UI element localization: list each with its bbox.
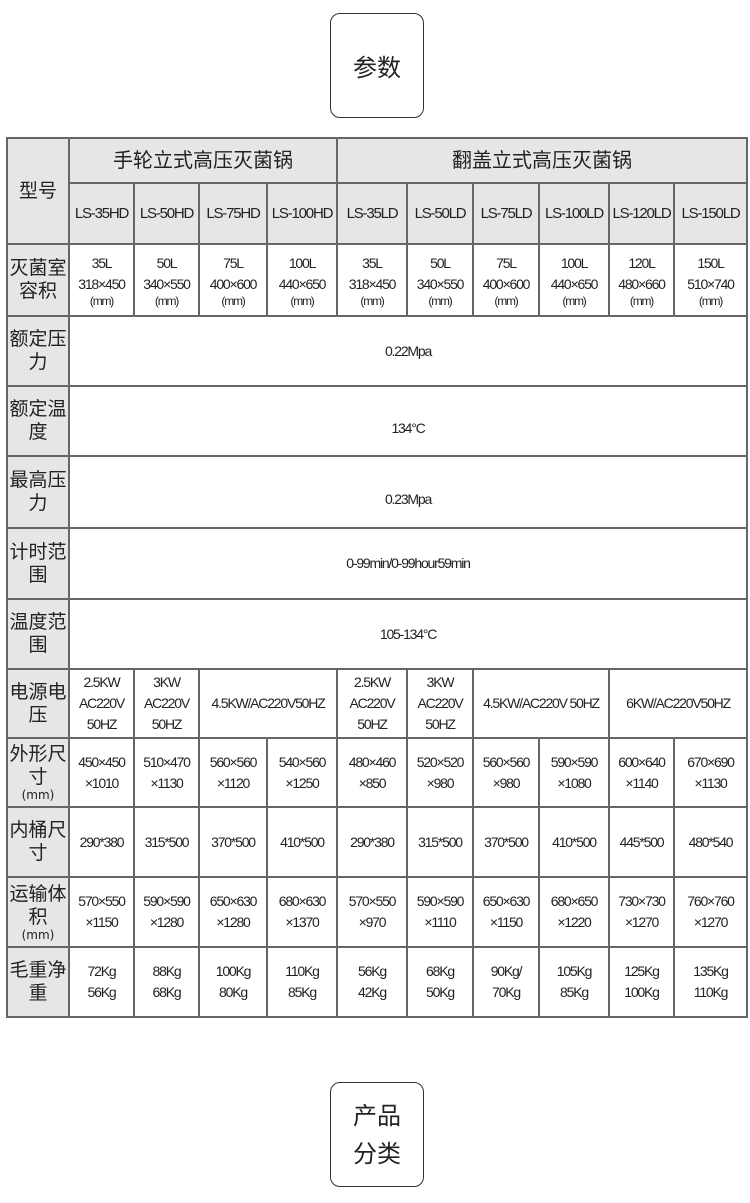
chamber-cell: 75L 400×600 (mm) — [472, 243, 540, 317]
power-cell: 4.5KW/AC220V 50HZ — [472, 668, 610, 739]
model-header: LS-75LD — [472, 182, 540, 245]
power-cell: 2.5KW AC220V 50HZ — [68, 668, 135, 739]
max-pressure-value: 0.23Mpa — [67, 455, 749, 529]
product-category-badge[interactable]: 产品 分类 — [330, 1082, 424, 1187]
inner-size-cell: 480*540 — [672, 806, 749, 878]
weight-cell: 72Kg 56Kg — [68, 946, 135, 1018]
inner-size-cell: 410*500 — [538, 806, 610, 878]
timer-label: 计时范围 — [6, 527, 70, 600]
inner-label: 内桶尺寸 — [6, 806, 70, 878]
model-header: LS-50LD — [406, 182, 474, 245]
weight-cell: 90Kg/70Kg — [472, 946, 540, 1018]
power-cell: 6KW/AC220V50HZ — [607, 668, 749, 739]
chamber-cell: 35L 318×450 (mm) — [68, 243, 135, 317]
inner-size-cell: 445*500 — [608, 806, 675, 878]
weight-cell: 100Kg 80Kg — [198, 946, 268, 1018]
rated-temp-label: 额定温度 — [6, 385, 70, 457]
shipping-size-cell: 730×730 ×1270 — [608, 876, 675, 948]
inner-size-cell: 290*380 — [336, 806, 408, 878]
outer-size-cell: 590×590 ×1080 — [538, 737, 610, 808]
weight-label: 毛重净重 — [6, 946, 70, 1018]
chamber-cell: 100L 440×650 (mm) — [538, 243, 610, 317]
chamber-cell: 120L 480×660 (mm) — [608, 243, 675, 317]
outer-size-cell: 560×560 ×980 — [472, 737, 540, 808]
model-header: LS-35LD — [336, 182, 408, 245]
rated-pressure-value: 0.22Mpa — [67, 315, 749, 387]
outer-size-cell: 670×690 ×1130 — [672, 737, 749, 808]
weight-cell: 105Kg 85Kg — [538, 946, 610, 1018]
rated-pressure-label: 额定压力 — [6, 315, 70, 387]
timer-value: 0-99min/0-99hour59min — [67, 527, 749, 600]
shipping-size-cell: 650×630 ×1150 — [472, 876, 540, 948]
power-cell: 3KW AC220V 50HZ — [133, 668, 200, 739]
shipping-size-cell: 590×590 ×1280 — [133, 876, 200, 948]
group-fliptop: 翻盖立式高压灭菌锅 — [335, 137, 749, 184]
power-cell: 2.5KW AC220V 50HZ — [336, 668, 408, 739]
max-pressure-label: 最高压力 — [6, 455, 70, 529]
inner-size-cell: 315*500 — [406, 806, 474, 878]
chamber-label: 灭菌室容积 — [6, 243, 70, 317]
power-cell: 3KW AC220V 50HZ — [406, 668, 474, 739]
spec-table: 型号 手轮立式高压灭菌锅 翻盖立式高压灭菌锅 LS-35HD LS-50HD LS-… — [6, 137, 749, 1018]
params-title: 参数 — [353, 54, 401, 82]
model-header: LS-35HD — [68, 182, 135, 245]
inner-size-cell: 315*500 — [133, 806, 200, 878]
chamber-cell: 150L 510×740 (mm) — [672, 243, 749, 317]
group-handwheel: 手轮立式高压灭菌锅 — [68, 137, 338, 184]
shipping-size-cell: 570×550 ×970 — [336, 876, 408, 948]
inner-size-cell: 410*500 — [266, 806, 338, 878]
shipping-size-cell: 760×760 ×1270 — [672, 876, 749, 948]
outer-size-cell: 600×640 ×1140 — [608, 737, 675, 808]
chamber-cell: 100L 440×650 (mm) — [266, 243, 338, 317]
weight-cell: 135Kg 110Kg — [672, 946, 749, 1018]
power-label: 电源电压 — [6, 668, 70, 739]
shipping-size-cell: 680×650 ×1220 — [538, 876, 610, 948]
shipping-size-cell: 650×630 ×1280 — [198, 876, 268, 948]
model-header: LS-100HD — [266, 182, 338, 245]
category-title-2: 分类 — [353, 1139, 401, 1168]
model-header: LS-50HD — [133, 182, 200, 245]
shipping-size-cell: 570×550 ×1150 — [68, 876, 135, 948]
model-header: LS-150LD — [672, 182, 749, 245]
outer-size-cell: 450×450 ×1010 — [68, 737, 135, 808]
chamber-cell: 35L 318×450 (mm) — [336, 243, 408, 317]
outer-size-cell: 480×460 ×850 — [336, 737, 408, 808]
weight-cell: 125Kg 100Kg — [608, 946, 675, 1018]
model-header: LS-120LD — [608, 182, 675, 245]
chamber-cell: 50L 340×550 (mm) — [406, 243, 474, 317]
outer-size-cell: 540×560 ×1250 — [266, 737, 338, 808]
outer-label: 外形尺寸 (mm) — [6, 737, 70, 808]
category-title-1: 产品 — [353, 1101, 401, 1130]
shipping-size-cell: 680×630 ×1370 — [266, 876, 338, 948]
rated-temp-value: 134°C — [67, 385, 749, 457]
shipping-size-cell: 590×590 ×1110 — [406, 876, 474, 948]
inner-size-cell: 370*500 — [198, 806, 268, 878]
inner-size-cell: 290*380 — [68, 806, 135, 878]
temp-range-value: 105-134°C — [67, 598, 749, 670]
temp-range-label: 温度范围 — [6, 598, 70, 670]
model-label: 型号 — [6, 137, 70, 245]
power-cell: 4.5KW/AC220V50HZ — [198, 668, 338, 739]
outer-size-cell: 560×560 ×1120 — [198, 737, 268, 808]
weight-cell: 110Kg 85Kg — [266, 946, 338, 1018]
weight-cell: 88Kg 68Kg — [133, 946, 200, 1018]
weight-cell: 56Kg 42Kg — [336, 946, 408, 1018]
model-header: LS-75HD — [198, 182, 268, 245]
inner-size-cell: 370*500 — [472, 806, 540, 878]
outer-size-cell: 520×520 ×980 — [406, 737, 474, 808]
params-badge: 参数 — [330, 13, 424, 118]
outer-size-cell: 510×470 ×1130 — [133, 737, 200, 808]
chamber-cell: 50L 340×550 (mm) — [133, 243, 200, 317]
chamber-cell: 75L 400×600 (mm) — [198, 243, 268, 317]
model-header: LS-100LD — [538, 182, 610, 245]
shipping-label: 运输体积 (mm) — [6, 876, 70, 948]
weight-cell: 68Kg 50Kg — [406, 946, 474, 1018]
